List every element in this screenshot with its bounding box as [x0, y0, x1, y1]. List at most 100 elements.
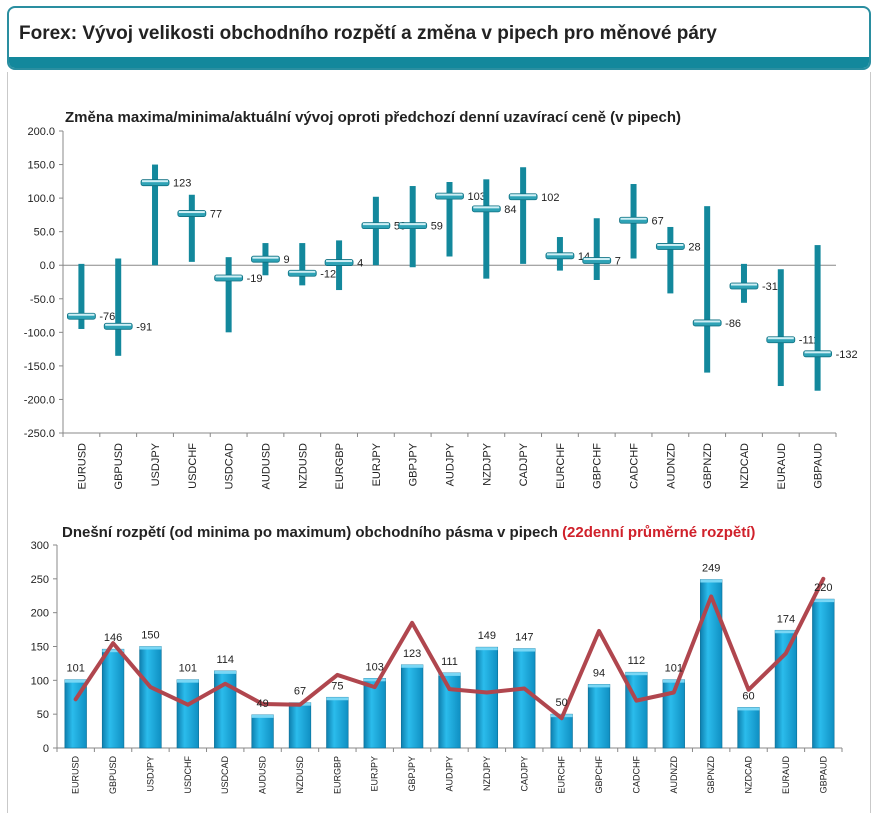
chart2-bar	[251, 714, 274, 749]
chart1-x-tick-label: GBPCHF	[592, 443, 604, 489]
chart2-x-tick-label: NZDUSD	[295, 756, 305, 794]
chart2-data-label: 94	[593, 667, 605, 679]
chart1-data-label: -132	[836, 349, 858, 361]
chart2-x-tick-label: CADJPY	[519, 756, 529, 792]
chart2-y-tick-label: 0	[43, 743, 49, 755]
chart1-range-bar	[188, 194, 195, 262]
charts-panel: Změna maxima/minima/aktuální vývoj oprot…	[7, 72, 871, 813]
chart1-current-marker-highlight	[804, 351, 831, 354]
chart1-current-marker-highlight	[510, 194, 537, 197]
chart1-range-bar	[593, 218, 600, 280]
chart2-data-label: 150	[141, 630, 159, 642]
chart2-x-tick-label: GBPUSD	[108, 756, 118, 795]
chart1-x-tick-label: USDCHF	[187, 443, 199, 489]
chart1-x-tick-label: USDJPY	[150, 442, 162, 486]
chart2-bar-top	[64, 679, 87, 683]
chart1-range-bar	[115, 258, 122, 356]
chart1-data-label: 123	[173, 178, 191, 190]
chart1-title: Změna maxima/minima/aktuální vývoj oprot…	[65, 109, 681, 126]
chart2-bar-top	[737, 707, 760, 711]
chart2-bar	[812, 598, 835, 749]
chart2-x-tick-label: NZDCAD	[744, 756, 754, 794]
header-accent-band	[9, 57, 869, 68]
chart2-data-label: 101	[179, 663, 197, 675]
chart1-x-tick-label: CADJPY	[518, 442, 530, 486]
chart2-y-tick-label: 200	[31, 608, 49, 620]
chart2-y-tick-label: 250	[31, 574, 49, 586]
chart1-range-bar	[299, 243, 306, 286]
chart1-y-tick-label: -150.0	[24, 361, 55, 373]
chart2-bar-top	[326, 697, 349, 701]
chart1-current-marker-highlight	[546, 253, 573, 256]
chart2-x-tick-label: USDCAD	[220, 756, 230, 795]
chart1-current-marker-highlight	[215, 275, 242, 278]
chart2-bar-top	[363, 678, 386, 682]
chart2-bar	[513, 648, 536, 749]
chart1-current-marker-highlight	[142, 180, 169, 183]
chart1-current-marker-highlight	[178, 211, 205, 214]
chart1-x-tick-label: CADCHF	[629, 443, 641, 489]
chart1-data-label: 9	[283, 254, 289, 266]
page-title: Forex: Vývoj velikosti obchodního rozpět…	[19, 23, 717, 44]
chart1-range-bar	[520, 167, 527, 264]
chart2-data-label: 75	[331, 680, 343, 692]
chart2-data-label: 60	[742, 690, 754, 702]
chart2-data-label: 123	[403, 648, 421, 660]
chart1-x-tick-label: EURCHF	[555, 443, 567, 489]
chart2-title: Dnešní rozpětí (od minima po maximum) ob…	[62, 524, 755, 541]
chart2-data-label: 101	[67, 663, 85, 675]
chart1-data-label: 84	[504, 204, 516, 216]
chart2-bar-top	[812, 599, 835, 603]
chart1-range-bar	[704, 206, 711, 373]
chart1-data-label: 67	[652, 215, 664, 227]
chart2-bar	[700, 579, 723, 749]
chart1-data-label: -12	[320, 268, 336, 280]
chart1-data-label: -86	[725, 318, 741, 330]
chart2-data-label: 174	[777, 613, 795, 625]
chart1-x-tick-label: USDCAD	[224, 443, 236, 490]
chart2-x-tick-label: USDCHF	[183, 755, 193, 793]
chart2-bar-top	[625, 672, 648, 676]
chart2-data-label: 111	[441, 656, 458, 668]
chart2-y-tick-label: 100	[31, 675, 49, 687]
chart2-bar-top	[476, 647, 498, 651]
chart2-bar-top	[401, 664, 423, 668]
chart2-bar-top	[214, 670, 237, 674]
chart2-y-tick-label: 300	[31, 540, 49, 552]
chart1-current-marker-highlight	[252, 256, 279, 259]
chart1-current-marker-highlight	[68, 313, 95, 316]
page-header: Forex: Vývoj velikosti obchodního rozpět…	[7, 6, 871, 70]
chart2-bar	[438, 672, 461, 749]
chart1-current-marker-highlight	[730, 283, 757, 286]
chart2-data-label: 50	[556, 697, 568, 709]
chart1-x-tick-label: EURJPY	[371, 442, 383, 486]
chart2-bar	[737, 707, 760, 749]
chart1-range-bar	[152, 164, 159, 266]
chart1-y-tick-label: 0.0	[40, 260, 55, 272]
chart1-x-tick-label: AUDNZD	[665, 443, 677, 489]
chart2-data-label: 112	[628, 655, 646, 667]
chart2-bar	[139, 646, 162, 749]
chart1-current-marker-highlight	[362, 223, 389, 226]
chart1-data-label: 7	[615, 256, 621, 268]
chart2-x-tick-label: AUDNZD	[669, 756, 679, 794]
chart2-bar	[326, 696, 349, 749]
chart1-y-tick-label: -100.0	[24, 327, 55, 339]
chart2-y-tick-label: 50	[37, 709, 49, 721]
chart2-bar-top	[513, 648, 536, 652]
chart2-data-label: 49	[256, 698, 268, 710]
chart2-bar-top	[588, 684, 610, 688]
chart2-x-tick-label: CADCHF	[631, 755, 641, 793]
chart2-data-label: 67	[294, 686, 306, 698]
chart2-bar	[475, 646, 499, 749]
chart1-current-marker-highlight	[657, 243, 684, 246]
chart1-current-marker-highlight	[583, 258, 610, 261]
chart1-range-bar	[814, 245, 821, 391]
chart1-current-marker-highlight	[436, 193, 463, 196]
chart2-data-label: 149	[478, 630, 496, 642]
chart1-range-bar	[372, 196, 379, 266]
chart2-bar	[400, 664, 424, 749]
chart1-x-tick-label: GBPUSD	[113, 443, 125, 490]
chart2-data-label: 114	[216, 654, 234, 666]
chart1-x-tick-label: NZDUSD	[297, 443, 309, 489]
